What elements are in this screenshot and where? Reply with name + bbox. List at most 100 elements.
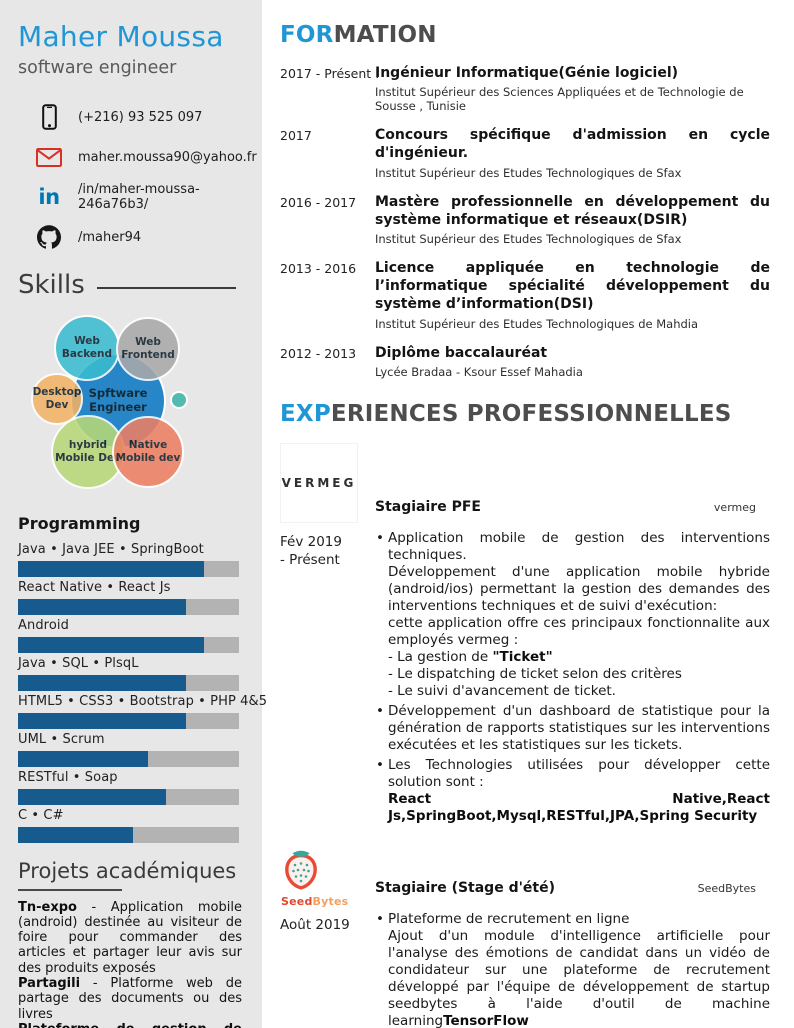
page-title: Maher Moussa <box>18 20 224 53</box>
skill-bar-row: RESTful • Soap <box>18 769 242 805</box>
skill-bar-fill <box>18 712 186 729</box>
experience-bullet: Application mobile de gestion des interv… <box>375 530 770 700</box>
formation-heading: FORMATION <box>280 22 437 48</box>
email-address: maher.moussa90@yahoo.fr <box>78 149 257 165</box>
education-institution: Institut Supérieur des Sciences Appliqué… <box>375 85 744 114</box>
experience-bullets: Application mobile de gestion des interv… <box>375 530 770 825</box>
education-entry: 2016 - 2017 Mastère professionnelle en dé… <box>280 193 770 246</box>
experience-bullets: Plateforme de recrutement en ligne Ajout… <box>375 911 770 1028</box>
education-period: 2012 - 2013 <box>280 345 357 361</box>
experience-role: Stagiaire PFE <box>375 498 481 515</box>
bubble-label: Backend <box>61 348 113 360</box>
programming-heading: Programming <box>18 514 141 533</box>
experience-period: Août 2019 <box>280 916 350 933</box>
education-body: Diplôme baccalauréat Lycée Bradaa - Ksour… <box>375 344 770 379</box>
experience-role: Stagiaire (Stage d'été) <box>375 879 555 896</box>
education-institution: Institut Supérieur des Etudes Technologi… <box>375 231 682 246</box>
skill-bar-row: Java • SQL • PlsqL <box>18 655 242 691</box>
project-item: Plateforme de gestion de vente: crée ave… <box>18 1022 242 1028</box>
experience-company-label: vermeg <box>713 500 756 514</box>
formation-section: FORMATION 2017 - Présent : Ingénieur Info… <box>280 22 770 379</box>
education-period: 2017 <box>280 128 312 144</box>
contact-github[interactable]: /maher94 <box>36 224 242 250</box>
skill-bar-track <box>18 826 239 843</box>
skill-bar-track <box>18 788 239 805</box>
contact-email[interactable]: maher.moussa90@yahoo.fr <box>36 144 257 170</box>
skill-bar-fill <box>18 788 167 805</box>
education-entry: 2012 - 2013 Diplôme baccalauréat Lycée Bra… <box>280 344 770 379</box>
bubble-dot <box>170 391 188 409</box>
skill-bar-label: RESTful • Soap <box>18 769 118 785</box>
education-body: Licence appliquée en technologie de l’in… <box>375 259 770 331</box>
skill-bar-label: HTML5 • CSS3 • Bootstrap • PHP 4&5 <box>18 693 268 709</box>
projects-divider <box>18 888 122 891</box>
projects-heading: Projets académiques <box>18 858 237 883</box>
skill-bar-fill <box>18 750 149 767</box>
skill-bar-row: React Native • React Js <box>18 579 242 615</box>
skill-bar-label: React Native • React Js <box>18 579 171 595</box>
project-name: Partagili <box>18 976 81 992</box>
bubble-web-backend: Web Backend <box>54 315 120 381</box>
skill-bar-row: C • C# <box>18 807 242 843</box>
education-title: Concours spécifique d'admission en cycle… <box>375 127 770 162</box>
linkedin-handle: /in/maher-moussa-246a76b3/ <box>78 182 200 212</box>
education-period: 2016 - 2017 <box>280 194 357 210</box>
projects-list: Tn-expo - Application mobile (android) d… <box>18 900 242 1028</box>
education-period: 2013 - 2016 <box>280 260 357 276</box>
bubble-label: Spftware <box>88 386 148 401</box>
bubble-label: Frontend <box>121 349 175 361</box>
bubble-label: Native <box>128 439 168 452</box>
education-entry: 2013 - 2016 Licence appliquée en technolo… <box>280 259 770 331</box>
skill-bar-label: Java • SQL • PlsqL <box>18 655 139 671</box>
skills-divider <box>96 287 236 289</box>
experience-bullet: Plateforme de recrutement en ligne Ajout… <box>375 911 770 1028</box>
project-name: Plateforme de gestion de vente <box>18 1022 242 1028</box>
job-title: software engineer <box>18 58 177 78</box>
education-institution: Lycée Bradaa - Ksour Essef Mahadia <box>375 364 583 379</box>
education-body: Concours spécifique d'admission en cycle… <box>375 126 770 179</box>
education-body: Ingénieur Informatique(Génie logiciel) In… <box>375 64 770 113</box>
skill-bar-fill <box>18 636 204 653</box>
sidebar: Maher Moussa software engineer (+216) 93… <box>0 0 268 1028</box>
skill-bar-label: UML • Scrum <box>18 731 105 747</box>
education-entry: 2017 - Présent : Ingénieur Informatique(G… <box>280 64 770 113</box>
experience-block-seedbytes: SeedBytes Août 2019 Stagiaire (Stage d'é… <box>280 844 770 1028</box>
skill-bar-fill <box>18 560 204 577</box>
email-icon <box>36 147 62 167</box>
skill-bar-row: Java • Java JEE • SpringBoot <box>18 542 242 577</box>
bubble-label: Mobile Dev <box>55 452 121 464</box>
phone-icon <box>36 104 62 130</box>
education-body: Mastère professionnelle en développement… <box>375 193 770 246</box>
experience-company-label: SeedBytes <box>697 881 756 895</box>
bubble-label: Dev <box>45 399 69 411</box>
skill-bar-track <box>18 750 239 767</box>
skills-heading: Skills <box>18 270 242 300</box>
skill-bar-fill <box>18 826 133 843</box>
contact-list: (+216) 93 525 097 maher.moussa90@yahoo.f… <box>18 104 257 250</box>
education-title: Ingénieur Informatique(Génie logiciel) <box>375 65 679 81</box>
experiences-heading: EXPERIENCES PROFESSIONNELLES <box>280 400 732 427</box>
experience-period: Fév 2019 - Présent <box>280 533 342 568</box>
skill-bar-label: C • C# <box>18 807 64 823</box>
skill-bar-row: UML • Scrum <box>18 731 242 767</box>
skill-bar-track <box>18 560 239 577</box>
phone-number: (+216) 93 525 097 <box>78 109 203 125</box>
contact-linkedin[interactable]: in /in/maher-moussa-246a76b3/ <box>36 182 242 212</box>
education-entry: 2017 Concours spécifique d'admission en c… <box>280 126 770 179</box>
project-item: Tn-expo - Application mobile (android) d… <box>18 899 242 976</box>
github-handle: /maher94 <box>78 229 142 245</box>
seedbytes-logo strawberry-icon <box>282 848 375 894</box>
skill-bar-fill <box>18 674 186 691</box>
education-title: Mastère professionnelle en développement… <box>375 193 770 228</box>
bubble-label: Web <box>74 335 100 348</box>
contact-phone[interactable]: (+216) 93 525 097 <box>36 104 242 130</box>
education-period: 2017 - Présent : <box>280 66 380 81</box>
skill-bar-track <box>18 712 239 729</box>
bubble-label: Web <box>135 336 161 349</box>
experience-bullet: Développement d'un dashboard de statisti… <box>375 703 770 754</box>
experience-block-vermeg: VERMEG Fév 2019 - Présent Stagiaire PFE … <box>280 442 770 828</box>
github-icon <box>36 225 62 249</box>
experience-bullet: Les Technologies utilisées pour développ… <box>375 757 770 825</box>
seedbytes-wordmark: SeedBytes <box>281 894 349 908</box>
